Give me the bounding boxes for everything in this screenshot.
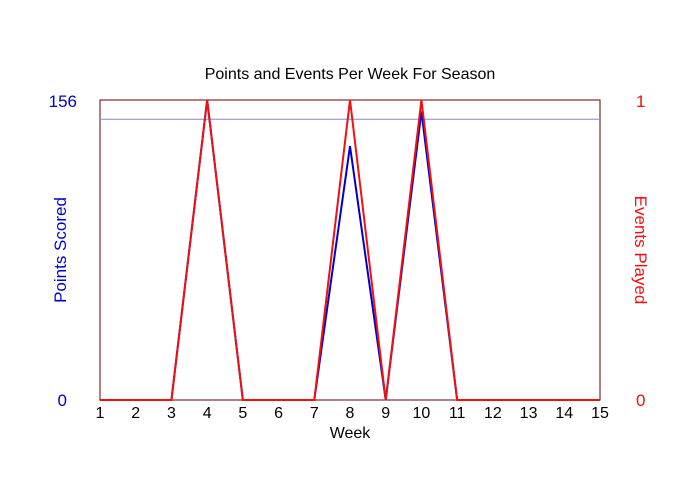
x-tick-label: 3 — [167, 405, 176, 422]
y-right-tick-max: 1 — [636, 92, 645, 111]
x-tick-label: 8 — [346, 405, 355, 422]
y-left-tick-min: 0 — [58, 391, 67, 410]
x-tick-label: 15 — [591, 405, 609, 422]
events-played-line — [100, 99, 600, 401]
x-tick-label: 4 — [203, 405, 212, 422]
x-tick-label: 11 — [449, 405, 466, 422]
x-tick-label: 5 — [238, 405, 247, 422]
x-tick-label: 13 — [520, 405, 538, 422]
x-tick-label: 1 — [96, 405, 105, 422]
chart-title: Points and Events Per Week For Season — [205, 66, 496, 83]
y-right-axis-label: Events Played — [631, 196, 650, 305]
y-left-tick-max: 156 — [49, 92, 77, 111]
x-tick-label: 9 — [381, 405, 390, 422]
x-tick-label: 6 — [274, 405, 283, 422]
x-tick-label: 10 — [413, 405, 431, 422]
x-tick-label: 2 — [131, 405, 140, 422]
y-right-tick-min: 0 — [636, 391, 645, 410]
x-axis-label: Week — [330, 425, 372, 442]
plot-area — [99, 99, 601, 401]
y-left-axis-label: Points Scored — [51, 197, 70, 303]
x-tick-label: 14 — [555, 405, 573, 422]
x-tick-label: 12 — [484, 405, 502, 422]
x-tick-label: 7 — [310, 405, 319, 422]
